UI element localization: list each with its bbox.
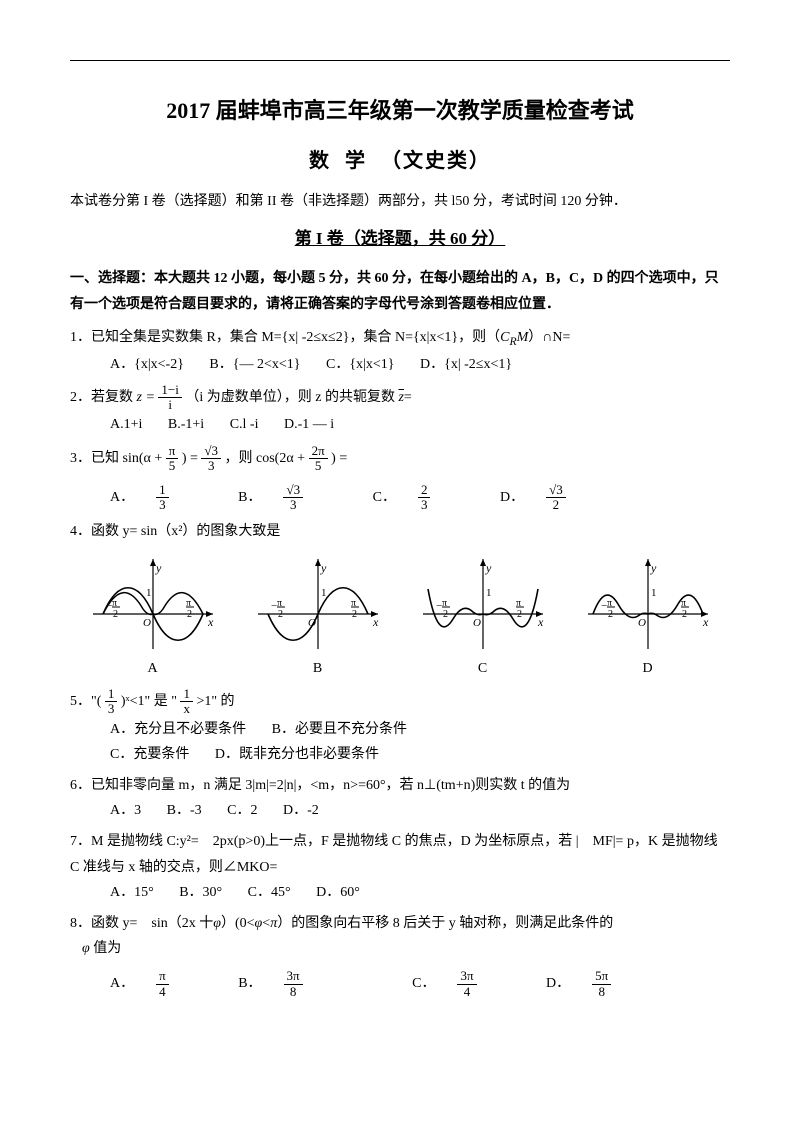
q8-opt-c: C．3π4 bbox=[412, 969, 520, 999]
q5-opt-a: A．充分且不必要条件 bbox=[110, 717, 246, 742]
question-8: 8．函数 y= sin（2x 十φ）(0<φ<π）的图象向右平移 8 后关于 y… bbox=[70, 911, 730, 999]
part1-heading: 第 I 卷（选择题，共 60 分） bbox=[70, 224, 730, 255]
svg-text:1: 1 bbox=[146, 587, 152, 599]
svg-text:1: 1 bbox=[321, 587, 327, 599]
svg-text:O: O bbox=[308, 617, 316, 629]
q3-opt-a: A．13 bbox=[110, 483, 213, 513]
svg-text:2: 2 bbox=[187, 609, 192, 620]
svg-text:x: x bbox=[702, 615, 709, 629]
question-3: 3．已知 sin(α + π5 ) = √33 ，则 cos(2α + 2π5 … bbox=[70, 444, 730, 513]
q1-opt-d: D．{x| -2≤x<1} bbox=[420, 352, 512, 377]
svg-text:y: y bbox=[320, 561, 327, 575]
section1-instructions: 一、选择题：本大题共 12 小题，每小题 5 分，共 60 分，在每小题给出的 … bbox=[70, 266, 730, 316]
q7-options: A．15° B．30° C．45° D．60° bbox=[70, 880, 730, 905]
q3-opt-c: C．23 bbox=[373, 483, 475, 513]
svg-text:2: 2 bbox=[278, 609, 283, 620]
svg-text:y: y bbox=[155, 561, 162, 575]
svg-text:y: y bbox=[485, 561, 492, 575]
question-5: 5．"( 13 )ˣ<1" 是 " 1x >1" 的 A．充分且不必要条件 B．… bbox=[70, 687, 730, 767]
q7-opt-d: D．60° bbox=[316, 880, 360, 905]
svg-text:2: 2 bbox=[113, 609, 118, 620]
svg-text:1: 1 bbox=[651, 587, 657, 599]
q4-graphs: y x O 1 − π 2 π 2 A y bbox=[70, 554, 730, 681]
exam-title: 2017 届蚌埠市高三年级第一次教学质量检查考试 bbox=[70, 91, 730, 131]
q6-opt-b: B．-3 bbox=[167, 798, 202, 823]
q7-opt-b: B．30° bbox=[179, 880, 222, 905]
q8-options: A．π4 B．3π8 C．3π4 D．5π8 bbox=[70, 969, 730, 999]
svg-text:x: x bbox=[537, 615, 544, 629]
q5-options: A．充分且不必要条件 B．必要且不充分条件 C．充要条件 D．既非充分也非必要条… bbox=[70, 717, 730, 767]
svg-text:x: x bbox=[372, 615, 379, 629]
q3-options: A．13 B．√33 C．23 D．√32 bbox=[70, 483, 730, 513]
graph-c-svg: y x O 1 − π 2 π 2 bbox=[418, 554, 548, 654]
q2-opt-d: D.-1 — i bbox=[284, 412, 334, 437]
q7-opt-a: A．15° bbox=[110, 880, 154, 905]
graph-a-svg: y x O 1 − π 2 π 2 bbox=[88, 554, 218, 654]
q2-opt-b: B.-1+i bbox=[168, 412, 204, 437]
question-2: 2．若复数 z = 1−ii （i 为虚数单位），则 z 的共轭复数 z= A.… bbox=[70, 383, 730, 438]
svg-text:O: O bbox=[473, 617, 481, 629]
svg-text:2: 2 bbox=[352, 609, 357, 620]
q2-opt-a: A.1+i bbox=[110, 412, 142, 437]
q4-graph-c: y x O 1 − π 2 π 2 C bbox=[418, 554, 548, 681]
svg-text:2: 2 bbox=[682, 609, 687, 620]
q2-options: A.1+i B.-1+i C.l -i D.-1 — i bbox=[70, 412, 730, 437]
q5-opt-b: B．必要且不充分条件 bbox=[272, 717, 407, 742]
question-4: 4．函数 y= sin（x²）的图象大致是 y x O 1 − π 2 π bbox=[70, 519, 730, 681]
svg-text:O: O bbox=[638, 617, 646, 629]
subject-title: 数学（文史类） bbox=[70, 143, 730, 179]
q1-opt-a: A．{x|x<-2} bbox=[110, 352, 184, 377]
graph-b-svg: y x O 1 − π 2 π 2 bbox=[253, 554, 383, 654]
q2-fraction: 1−ii bbox=[158, 383, 181, 413]
question-6: 6．已知非零向量 m，n 满足 3|m|=2|n|，<m，n>=60°，若 n⊥… bbox=[70, 773, 730, 823]
q8-opt-a: A．π4 bbox=[110, 969, 213, 999]
graph-d-svg: y x O 1 − π 2 π 2 bbox=[583, 554, 713, 654]
q6-opt-c: C．2 bbox=[227, 798, 257, 823]
q4-graph-a: y x O 1 − π 2 π 2 A bbox=[88, 554, 218, 681]
q6-opt-d: D．-2 bbox=[283, 798, 319, 823]
svg-text:2: 2 bbox=[608, 609, 613, 620]
q1-options: A．{x|x<-2} B．{— 2<x<1} C．{x|x<1} D．{x| -… bbox=[70, 352, 730, 377]
q4-graph-d: y x O 1 − π 2 π 2 D bbox=[583, 554, 713, 681]
svg-text:2: 2 bbox=[443, 609, 448, 620]
q5-opt-d: D．既非充分也非必要条件 bbox=[215, 742, 379, 767]
q5-opt-c: C．充要条件 bbox=[110, 742, 189, 767]
svg-text:2: 2 bbox=[517, 609, 522, 620]
svg-text:y: y bbox=[650, 561, 657, 575]
svg-text:x: x bbox=[207, 615, 214, 629]
q4-graph-b: y x O 1 − π 2 π 2 B bbox=[253, 554, 383, 681]
q1-opt-c: C．{x|x<1} bbox=[326, 352, 394, 377]
svg-text:O: O bbox=[143, 617, 151, 629]
q7-opt-c: C．45° bbox=[248, 880, 291, 905]
q3-opt-d: D．√32 bbox=[500, 483, 610, 513]
q6-opt-a: A．3 bbox=[110, 798, 141, 823]
q2-opt-c: C.l -i bbox=[230, 412, 259, 437]
intro-text: 本试卷分第 I 卷（选择题）和第 II 卷（非选择题）两部分，共 l50 分，考… bbox=[70, 189, 730, 214]
question-1: 1．已知全集是实数集 R，集合 M={x| -2≤x≤2}，集合 N={x|x<… bbox=[70, 325, 730, 377]
question-7: 7．M 是抛物线 C:y²= 2px(p>0)上一点，F 是抛物线 C 的焦点，… bbox=[70, 829, 730, 905]
q6-options: A．3 B．-3 C．2 D．-2 bbox=[70, 798, 730, 823]
q3-opt-b: B．√33 bbox=[238, 483, 347, 513]
q1-opt-b: B．{— 2<x<1} bbox=[209, 352, 300, 377]
q8-opt-d: D．5π8 bbox=[546, 969, 655, 999]
q8-opt-b: B．3π8 bbox=[238, 969, 346, 999]
top-rule bbox=[70, 60, 730, 61]
svg-text:1: 1 bbox=[486, 587, 492, 599]
